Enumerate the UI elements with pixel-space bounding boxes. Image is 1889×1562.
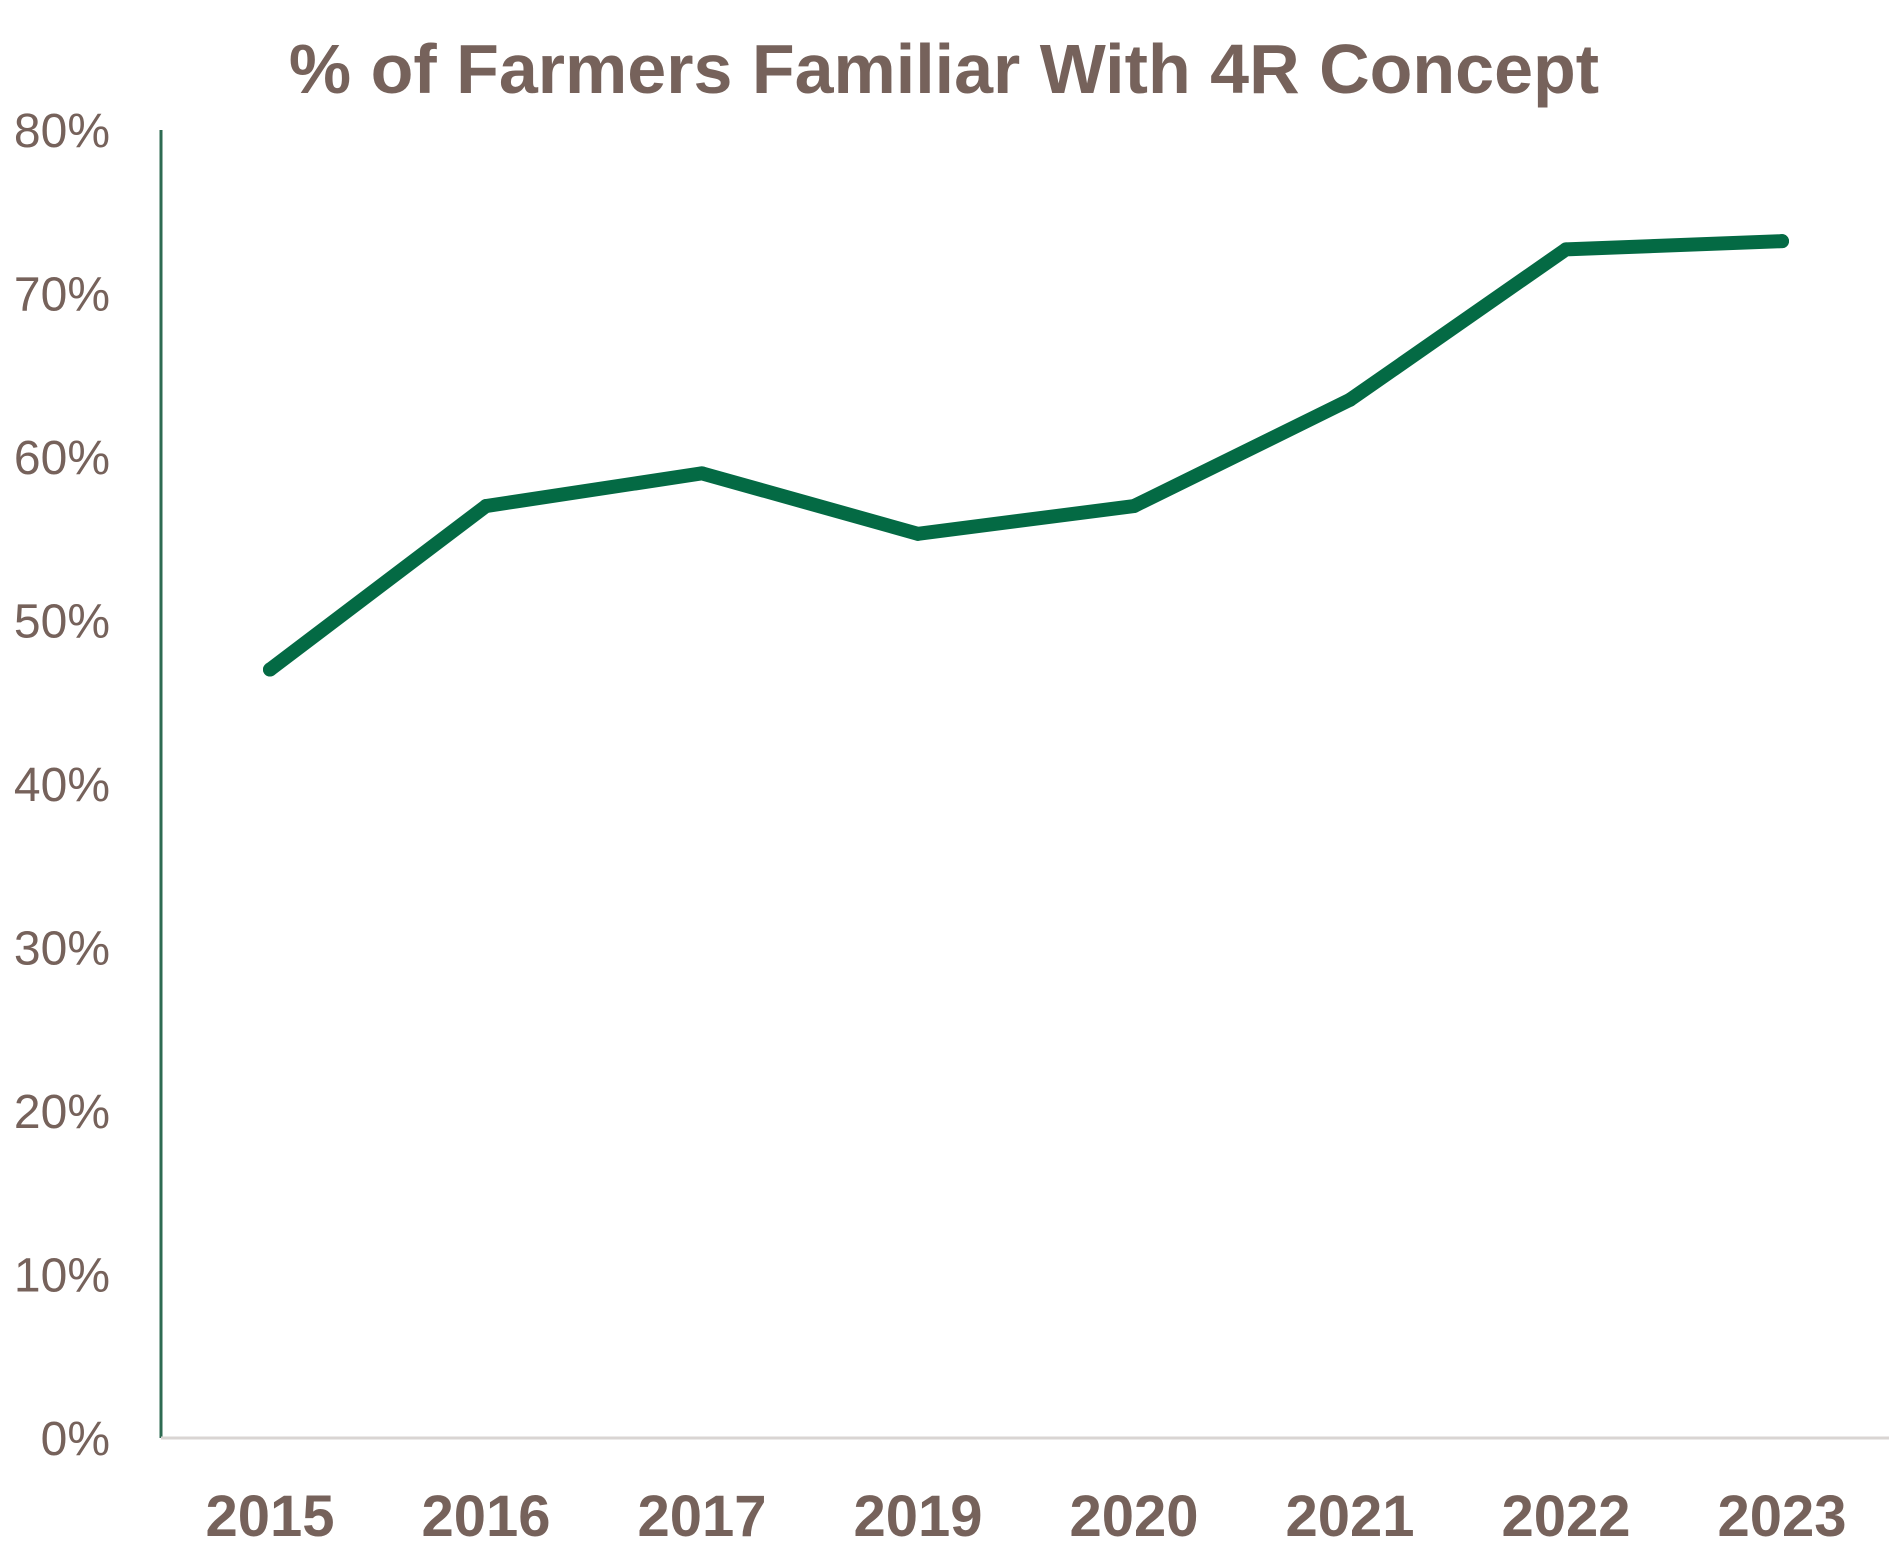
- y-axis-ticks: 0% 10% 20% 30% 40% 50% 60% 70% 80%: [14, 105, 110, 1466]
- x-tick-label: 2021: [1285, 1484, 1414, 1549]
- data-point: [1127, 499, 1141, 514]
- y-tick-label: 80%: [14, 105, 110, 158]
- x-tick-label: 2023: [1717, 1484, 1846, 1549]
- data-point: [1559, 242, 1573, 257]
- y-tick-label: 10%: [14, 1250, 110, 1303]
- x-tick-label: 2020: [1069, 1484, 1198, 1549]
- y-tick-label: 40%: [14, 759, 110, 812]
- data-point: [1775, 234, 1789, 249]
- x-tick-label: 2017: [637, 1484, 766, 1549]
- data-point: [263, 662, 277, 677]
- y-tick-label: 60%: [14, 432, 110, 485]
- y-tick-label: 0%: [41, 1413, 110, 1466]
- x-tick-label: 2019: [853, 1484, 982, 1549]
- x-tick-label: 2022: [1501, 1484, 1630, 1549]
- data-point: [1343, 392, 1357, 407]
- y-tick-label: 20%: [14, 1086, 110, 1139]
- series-line: [263, 234, 1789, 677]
- x-axis-ticks: 2015 2016 2017 2019 2020 2021 2022 2023: [205, 1484, 1846, 1549]
- y-tick-label: 50%: [14, 596, 110, 649]
- data-point: [695, 466, 709, 481]
- series-layer: [263, 234, 1789, 677]
- data-point: [479, 499, 493, 514]
- chart-title: % of Farmers Familiar With 4R Concept: [289, 30, 1599, 108]
- y-tick-label: 70%: [14, 269, 110, 322]
- x-tick-label: 2016: [421, 1484, 550, 1549]
- y-tick-label: 30%: [14, 923, 110, 976]
- x-tick-label: 2015: [205, 1484, 334, 1549]
- data-point: [911, 526, 925, 541]
